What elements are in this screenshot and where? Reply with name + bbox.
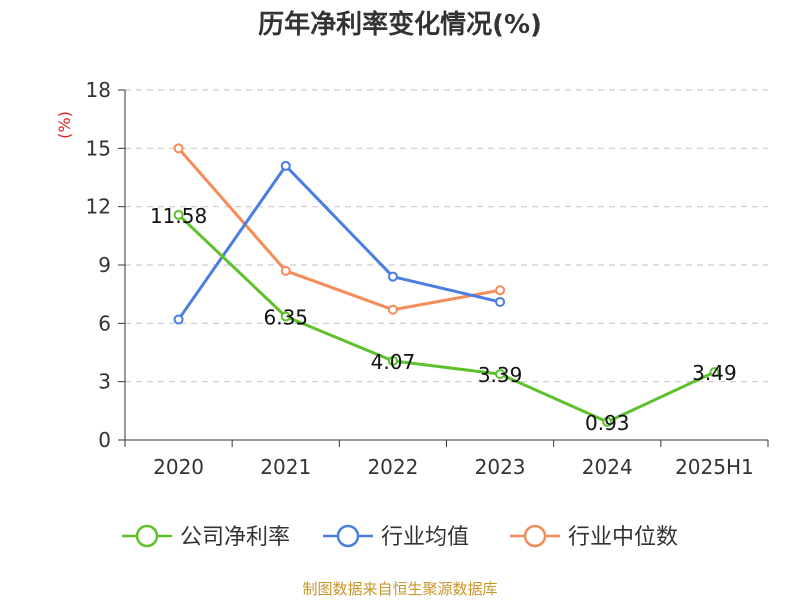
legend-marker-icon	[336, 524, 360, 548]
axes: 0 3 6 9 12 15 18 2020 2021 2022 2023 2024 2025H1	[86, 78, 769, 479]
y-tick-label: 15	[86, 136, 111, 160]
y-tick-label: 0	[98, 428, 111, 452]
legend-label[interactable]: 公司净利率	[180, 525, 290, 550]
data-point	[387, 304, 398, 315]
y-tick-label: 3	[98, 370, 111, 394]
series-line	[177, 164, 502, 321]
data-label: 0.93	[585, 411, 630, 435]
legend: 公司净利率 行业均值 行业中位数	[122, 524, 678, 550]
legend-marker-icon	[135, 524, 159, 548]
data-point	[280, 311, 291, 322]
legend-label[interactable]: 行业中位数	[568, 525, 678, 550]
x-tick-label: 2020	[153, 455, 204, 479]
data-label: 3.39	[478, 363, 523, 387]
data-point	[387, 271, 398, 282]
chart-title: 历年净利率变化情况(%)	[258, 10, 542, 40]
x-tick-label: 2025H1	[675, 455, 754, 479]
legend-label[interactable]: 行业均值	[381, 525, 469, 550]
data-point	[495, 369, 506, 380]
data-label: 4.07	[371, 350, 416, 374]
data-point	[173, 209, 184, 220]
data-point	[602, 416, 613, 427]
series-line	[177, 146, 502, 312]
source-note: 制图数据来自恒生聚源数据库	[302, 580, 498, 598]
series-lines	[173, 143, 720, 427]
data-point	[495, 285, 506, 296]
series-line	[177, 213, 716, 424]
y-tick-label: 12	[86, 195, 111, 219]
data-label: 3.49	[692, 361, 737, 385]
data-point	[280, 160, 291, 171]
data-label: 6.35	[263, 306, 308, 330]
y-tick-label: 9	[98, 253, 111, 277]
data-point	[387, 355, 398, 366]
data-labels: 11.58 6.35 4.07 3.39 0.93 3.49	[150, 204, 737, 435]
data-point	[495, 296, 506, 307]
y-axis-label: (%)	[55, 111, 74, 139]
data-point	[173, 143, 184, 154]
y-tick-label: 6	[98, 311, 111, 335]
grid-lines	[125, 89, 768, 383]
data-point	[280, 265, 291, 276]
x-tick-label: 2023	[475, 455, 526, 479]
data-point	[173, 314, 184, 325]
x-tick-label: 2024	[582, 455, 633, 479]
x-tick-label: 2022	[367, 455, 418, 479]
data-label: 11.58	[150, 204, 207, 228]
x-tick-label: 2021	[260, 455, 311, 479]
data-point	[709, 367, 720, 378]
y-tick-label: 18	[86, 78, 111, 102]
legend-marker-icon	[523, 524, 547, 548]
